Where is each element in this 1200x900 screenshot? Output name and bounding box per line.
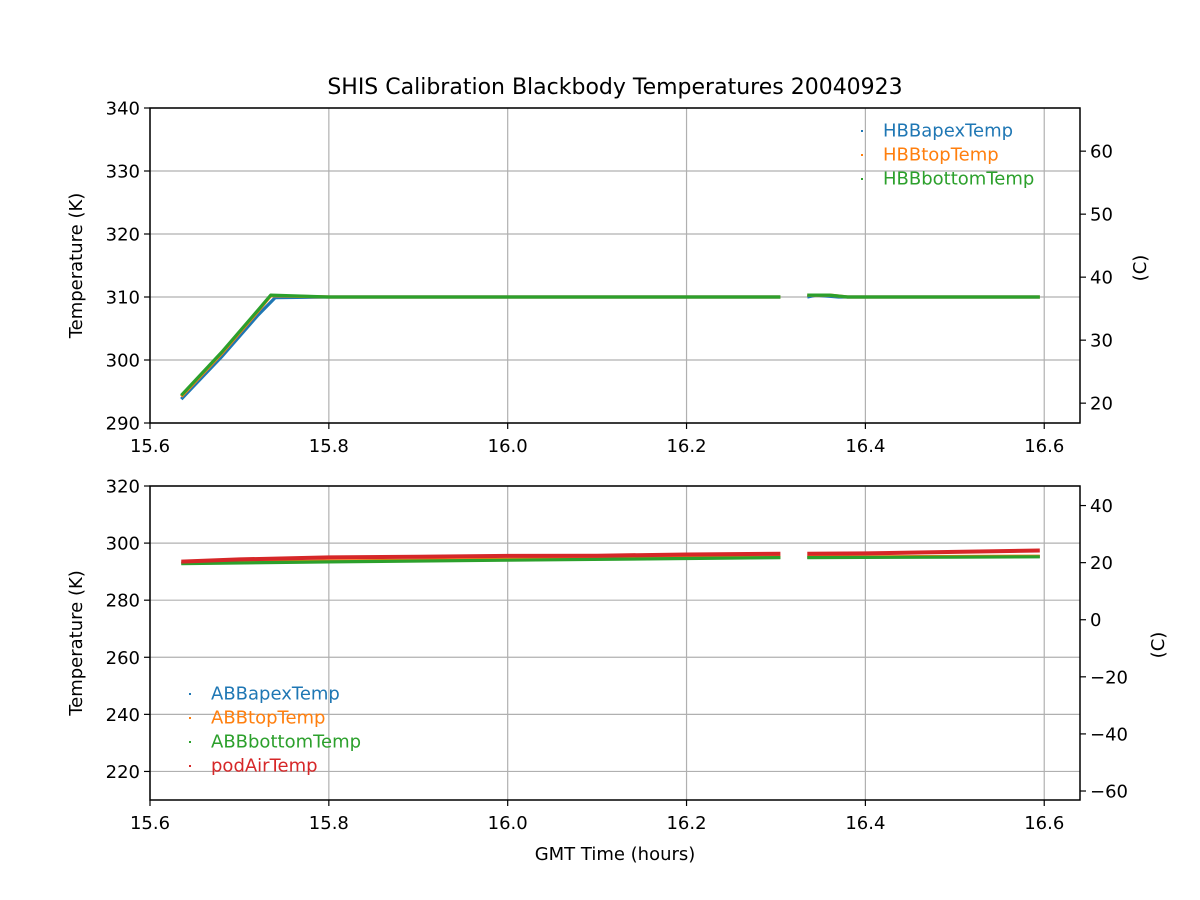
- axes-frame: [149, 107, 1081, 424]
- x-tick-label: 16.2: [666, 813, 706, 834]
- right-tick-label: 0: [1090, 610, 1101, 631]
- right-axis-label: (C): [1148, 632, 1169, 659]
- right-tick-label: −60: [1090, 782, 1128, 803]
- right-tick-label: 20: [1090, 394, 1113, 415]
- legend-marker: [861, 154, 863, 156]
- legend-label: podAirTemp: [211, 756, 318, 777]
- right-tick-label: 40: [1090, 268, 1113, 289]
- right-tick-label: 40: [1090, 496, 1113, 517]
- y-tick-label: 320: [106, 477, 140, 498]
- series-ABBbottomTemp: [807, 555, 1040, 560]
- y-tick-label: 280: [106, 591, 140, 612]
- y-tick-label: 290: [106, 414, 140, 435]
- legend-label: HBBbottomTemp: [883, 169, 1034, 190]
- right-axis-label: (C): [1130, 255, 1151, 282]
- series-HBBbottomTemp: [180, 293, 781, 397]
- x-tick-label: 16.0: [488, 813, 528, 834]
- right-tick-label: 30: [1090, 331, 1113, 352]
- right-tick-label: 50: [1090, 205, 1113, 226]
- series-podAirTemp: [807, 548, 1040, 556]
- legend-marker: [189, 717, 191, 719]
- y-tick-label: 220: [106, 762, 140, 783]
- series-ABBbottomTemp: [181, 556, 781, 566]
- y-tick-label: 340: [106, 99, 140, 120]
- legend-marker: [189, 693, 191, 695]
- x-tick-label: 16.4: [845, 813, 885, 834]
- legend-label: ABBbottomTemp: [211, 732, 361, 753]
- legend-label: ABBtopTemp: [211, 708, 325, 729]
- legend-marker: [189, 741, 191, 743]
- x-tick-label: 15.8: [309, 436, 349, 457]
- legend-marker: [861, 178, 863, 180]
- y-tick-label: 240: [106, 705, 140, 726]
- series-HBBbottomTemp: [807, 293, 1040, 299]
- right-tick-label: −40: [1090, 724, 1128, 745]
- y-tick-label: 320: [106, 225, 140, 246]
- y-axis-label: Temperature (K): [66, 193, 87, 340]
- axes-frame: [149, 485, 1081, 801]
- right-tick-label: 60: [1090, 142, 1113, 163]
- y-tick-label: 260: [106, 648, 140, 669]
- y-tick-label: 310: [106, 288, 140, 309]
- legend-label: HBBapexTemp: [883, 121, 1013, 142]
- y-tick-label: 300: [106, 351, 140, 372]
- x-tick-label: 16.0: [488, 436, 528, 457]
- y-axis-label: Temperature (K): [66, 570, 87, 717]
- figure-title: SHIS Calibration Blackbody Temperatures …: [327, 75, 902, 100]
- series-podAirTemp: [181, 551, 781, 564]
- x-tick-label: 15.6: [130, 436, 170, 457]
- legend-marker: [189, 765, 191, 767]
- x-axis-label: GMT Time (hours): [535, 844, 696, 865]
- y-tick-label: 300: [106, 534, 140, 555]
- hot-blackbody-panel: 15.6 15.8 16.0 16.2 16.4 16.6 290 300 310 320 330 3…: [66, 99, 1151, 458]
- x-tick-label: 16.6: [1024, 436, 1064, 457]
- legend-label: ABBapexTemp: [211, 684, 340, 705]
- legend-label: HBBtopTemp: [883, 145, 999, 166]
- right-tick-label: −20: [1090, 667, 1128, 688]
- x-tick-label: 16.4: [845, 436, 885, 457]
- x-tick-label: 16.2: [666, 436, 706, 457]
- x-tick-label: 15.6: [130, 813, 170, 834]
- right-tick-label: 20: [1090, 553, 1113, 574]
- x-tick-label: 15.8: [309, 813, 349, 834]
- y-tick-label: 330: [106, 162, 140, 183]
- ambient-blackbody-panel: 15.6 15.8 16.0 16.2 16.4 16.6 220 240 260 280 300 3…: [66, 477, 1169, 835]
- x-tick-label: 16.6: [1024, 813, 1064, 834]
- legend-marker: [861, 130, 863, 132]
